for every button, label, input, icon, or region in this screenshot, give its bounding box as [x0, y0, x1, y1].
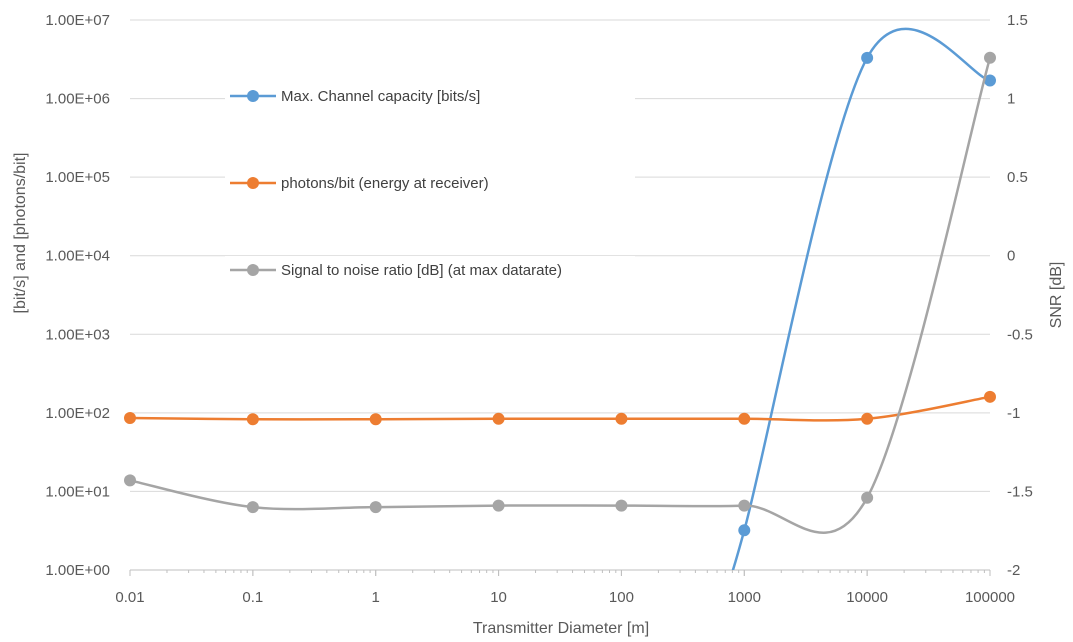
data-point [492, 412, 505, 425]
y-tick-label: 1.00E+05 [45, 169, 110, 186]
y-tick-label: 1.00E+07 [45, 12, 110, 29]
data-point [369, 413, 382, 426]
data-point [984, 51, 996, 64]
legend-swatch-marker [247, 177, 259, 189]
y2-tick-label: 0 [1007, 248, 1015, 265]
legend-label: Signal to noise ratio [dB] (at max datar… [281, 262, 562, 279]
x-tick-label: 10000 [846, 589, 888, 606]
series-group [124, 51, 996, 534]
data-point [861, 491, 874, 504]
y2-tick-label: 1.5 [1007, 12, 1028, 29]
x-tick-label: 0.01 [115, 589, 144, 606]
data-point [738, 524, 751, 537]
data-point [124, 474, 136, 487]
y2-tick-label: -1.5 [1007, 483, 1033, 500]
y2-tick-label: 0.5 [1007, 169, 1028, 186]
x-axis-ticks: 0.01 0.1 1 10 100 1000 10000 100000 [115, 589, 1015, 606]
y-tick-label: 1.00E+00 [45, 562, 110, 579]
data-point [984, 390, 996, 403]
legend-background [225, 169, 635, 197]
data-point [984, 74, 996, 87]
data-point [369, 501, 382, 514]
y2-axis-title: SNR [dB] [1048, 262, 1065, 329]
series-line [129, 57, 992, 534]
y2-tick-label: 1 [1007, 91, 1015, 108]
y2-tick-label: -1 [1007, 405, 1020, 422]
series-group [731, 27, 996, 570]
series-layer [124, 27, 996, 570]
series-line [129, 395, 991, 422]
legend-label: photons/bit (energy at receiver) [281, 175, 489, 192]
y-tick-label: 1.00E+06 [45, 91, 110, 108]
x-axis-title: Transmitter Diameter [m] [473, 620, 649, 637]
legend: Max. Channel capacity [bits/s] photons/bi… [225, 82, 635, 284]
x-tick-label: 0.1 [242, 589, 263, 606]
x-tick-label: 100000 [965, 589, 1015, 606]
y-tick-label: 1.00E+01 [45, 483, 110, 500]
right-axis-ticks: -2 -1.5 -1 -0.5 0 0.5 1 1.5 [1007, 12, 1033, 579]
left-axis-ticks: 1.00E+00 1.00E+01 1.00E+02 1.00E+03 1.00E+04… [45, 12, 110, 579]
data-point [615, 499, 628, 512]
y-axis-title: [bit/s] and [photons/bit] [12, 153, 29, 314]
x-tick-label: 10 [490, 589, 507, 606]
data-point [738, 412, 751, 425]
data-point [861, 51, 874, 64]
data-point [615, 412, 628, 425]
x-tick-label: 1 [372, 589, 380, 606]
data-point [124, 412, 136, 425]
y2-tick-label: -2 [1007, 562, 1020, 579]
series-line [731, 27, 991, 570]
series-group [124, 390, 996, 426]
legend-label: Max. Channel capacity [bits/s] [281, 88, 480, 105]
legend-swatch-marker [247, 264, 259, 276]
y-tick-label: 1.00E+03 [45, 326, 110, 343]
x-tick-label: 1000 [728, 589, 761, 606]
x-tick-label: 100 [609, 589, 634, 606]
data-point [246, 501, 259, 514]
legend-background [225, 82, 635, 110]
y-tick-label: 1.00E+04 [45, 248, 110, 265]
y2-tick-label: -0.5 [1007, 326, 1033, 343]
legend-background [225, 256, 635, 284]
y-tick-label: 1.00E+02 [45, 405, 110, 422]
data-point [246, 413, 259, 426]
legend-swatch-marker [247, 90, 259, 102]
data-point [861, 412, 874, 425]
data-point [738, 499, 751, 512]
data-point [492, 499, 505, 512]
